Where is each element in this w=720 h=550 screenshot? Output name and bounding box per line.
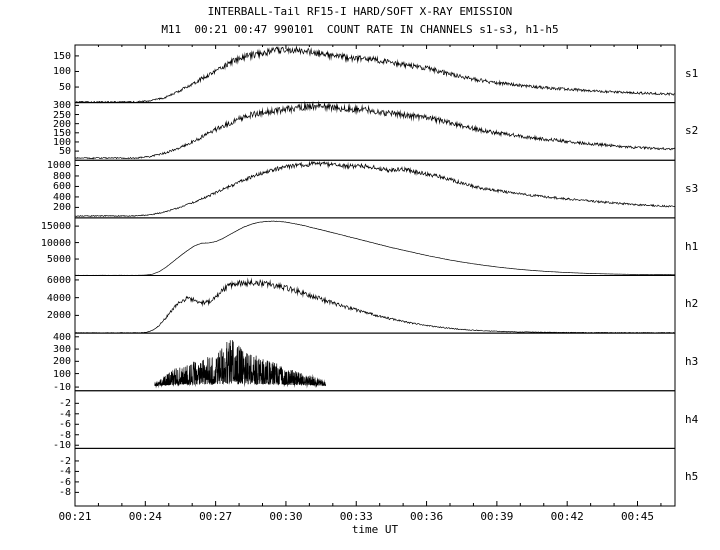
- y-tick-label: -2: [58, 398, 71, 410]
- x-tick-label: 00:21: [58, 510, 92, 523]
- channel-label: h3: [685, 354, 699, 368]
- figure-title: INTERBALL-Tail RF15-I HARD/SOFT X-RAY EM…: [207, 5, 513, 18]
- y-tick-label: -10: [52, 440, 71, 452]
- y-tick-label: 150: [52, 127, 71, 139]
- y-tick-label: 100: [52, 66, 71, 78]
- x-tick-label: 00:36: [410, 510, 444, 523]
- y-tick-label: 2000: [46, 310, 71, 322]
- y-tick-label: 10000: [40, 237, 71, 249]
- y-tick-label: -2: [58, 455, 71, 467]
- y-tick-label: 4000: [46, 292, 71, 304]
- y-tick-label: 15000: [40, 221, 71, 233]
- y-tick-label: 150: [52, 50, 71, 62]
- y-tick-label: -8: [58, 487, 71, 499]
- y-tick-label: -6: [58, 419, 71, 431]
- channel-label: h4: [685, 412, 699, 426]
- y-tick-label: 300: [52, 100, 71, 112]
- y-tick-label: 50: [58, 82, 71, 94]
- y-tick-label: 200: [52, 118, 71, 130]
- y-tick-label: 600: [52, 181, 71, 193]
- x-tick-label: 00:33: [339, 510, 373, 523]
- y-tick-label: 400: [52, 331, 71, 343]
- x-tick-label: 00:27: [199, 510, 233, 523]
- y-tick-label: 400: [52, 191, 71, 203]
- y-tick-label: 6000: [46, 274, 71, 286]
- y-tick-label: 100: [52, 136, 71, 148]
- y-tick-label: 800: [52, 170, 71, 182]
- x-tick-label: 00:30: [269, 510, 303, 523]
- y-tick-label: 300: [52, 344, 71, 356]
- y-tick-label: 200: [52, 202, 71, 214]
- y-tick-label: -8: [58, 429, 71, 441]
- channel-label: s1: [685, 66, 699, 80]
- x-tick-label: 00:45: [620, 510, 655, 523]
- y-tick-label: 250: [52, 109, 71, 121]
- x-axis-label: time UT: [351, 523, 399, 536]
- x-tick-label: 00:39: [480, 510, 514, 523]
- y-tick-label: 1000: [46, 160, 71, 172]
- y-tick-label: -6: [58, 476, 71, 488]
- y-tick-label: 50: [58, 146, 71, 158]
- channel-label: h1: [685, 239, 699, 253]
- y-tick-label: -10: [52, 382, 71, 394]
- y-tick-label: -4: [58, 466, 71, 478]
- y-tick-label: 200: [52, 356, 71, 368]
- channel-label: h2: [685, 297, 699, 311]
- x-tick-label: 00:24: [128, 510, 162, 523]
- channel-label: s2: [685, 124, 699, 138]
- x-tick-label: 00:42: [550, 510, 584, 523]
- channel-label: h5: [685, 470, 699, 484]
- y-tick-label: -4: [58, 408, 71, 420]
- y-tick-label: 5000: [46, 254, 71, 266]
- figure-subtitle: M11 00:21 00:47 990101 COUNT RATE IN CHA…: [161, 23, 559, 36]
- channel-label: s3: [685, 182, 699, 196]
- y-tick-label: 100: [52, 368, 71, 380]
